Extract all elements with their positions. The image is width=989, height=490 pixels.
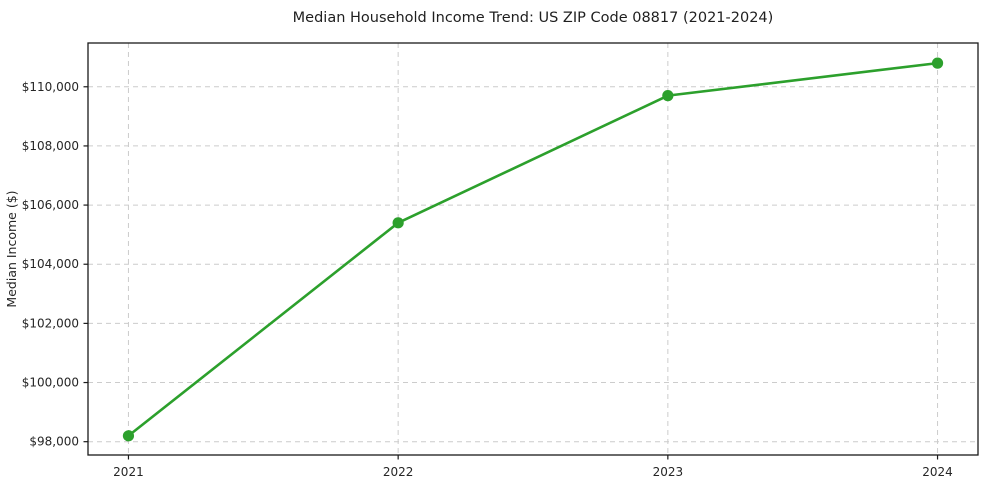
y-tick-label: $106,000 <box>22 198 79 212</box>
trend-line <box>127 61 939 438</box>
tick-label-layer: $98,000 $100,000 $102,000 $104,000 $106,000 $… <box>22 80 953 479</box>
x-tick-label: 2024 <box>922 465 953 479</box>
y-tick-label: $104,000 <box>22 257 79 271</box>
y-tick-label: $108,000 <box>22 139 79 153</box>
gridline-layer <box>88 43 978 455</box>
series-layer <box>122 57 944 442</box>
data-point-marker <box>392 217 404 229</box>
plot-border <box>87 42 979 456</box>
y-tick-label: $100,000 <box>22 376 79 390</box>
y-axis-label: Median Income ($) <box>4 190 19 307</box>
y-tick-label: $110,000 <box>22 80 79 94</box>
y-tick-label: $102,000 <box>22 316 79 330</box>
x-tick-label: 2022 <box>383 465 414 479</box>
axis-layer <box>83 42 979 460</box>
y-tick-label: $98,000 <box>29 435 79 449</box>
chart-title: Median Household Income Trend: US ZIP Co… <box>293 10 774 26</box>
data-point-marker <box>662 90 674 102</box>
data-point-marker <box>931 57 944 69</box>
x-tick-label: 2021 <box>113 465 144 479</box>
x-tick-label: 2023 <box>653 465 684 479</box>
data-point-marker <box>122 430 135 442</box>
